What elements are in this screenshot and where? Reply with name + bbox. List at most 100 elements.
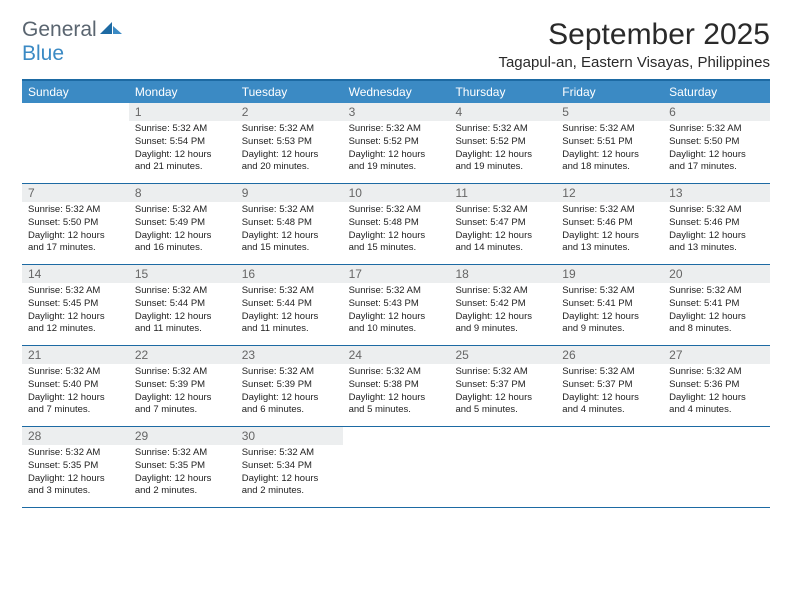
day-cell: 12Sunrise: 5:32 AMSunset: 5:46 PMDayligh… — [556, 184, 663, 264]
day-header-sunday: Sunday — [22, 81, 129, 103]
sunset-text: Sunset: 5:44 PM — [242, 298, 337, 311]
day-info: Sunrise: 5:32 AMSunset: 5:51 PMDaylight:… — [556, 121, 663, 180]
sunset-text: Sunset: 5:45 PM — [28, 298, 123, 311]
sunrise-text: Sunrise: 5:32 AM — [28, 447, 123, 460]
sunrise-text: Sunrise: 5:32 AM — [242, 447, 337, 460]
day-cell: 8Sunrise: 5:32 AMSunset: 5:49 PMDaylight… — [129, 184, 236, 264]
day-cell: 10Sunrise: 5:32 AMSunset: 5:48 PMDayligh… — [343, 184, 450, 264]
day-header-monday: Monday — [129, 81, 236, 103]
sunset-text: Sunset: 5:39 PM — [242, 379, 337, 392]
sunset-text: Sunset: 5:53 PM — [242, 136, 337, 149]
day-number: 6 — [663, 103, 770, 121]
daylight-text: Daylight: 12 hours and 9 minutes. — [562, 311, 657, 337]
sunrise-text: Sunrise: 5:32 AM — [669, 123, 764, 136]
day-number: 5 — [556, 103, 663, 121]
location: Tagapul-an, Eastern Visayas, Philippines — [498, 54, 770, 71]
day-number: 12 — [556, 184, 663, 202]
day-cell: 16Sunrise: 5:32 AMSunset: 5:44 PMDayligh… — [236, 265, 343, 345]
logo-text: General Blue — [22, 18, 122, 66]
sunrise-text: Sunrise: 5:32 AM — [349, 366, 444, 379]
daylight-text: Daylight: 12 hours and 4 minutes. — [562, 392, 657, 418]
daylight-text: Daylight: 12 hours and 7 minutes. — [28, 392, 123, 418]
day-cell: 6Sunrise: 5:32 AMSunset: 5:50 PMDaylight… — [663, 103, 770, 183]
sunrise-text: Sunrise: 5:32 AM — [669, 285, 764, 298]
sunset-text: Sunset: 5:50 PM — [669, 136, 764, 149]
sunrise-text: Sunrise: 5:32 AM — [455, 366, 550, 379]
daylight-text: Daylight: 12 hours and 16 minutes. — [135, 230, 230, 256]
sunrise-text: Sunrise: 5:32 AM — [455, 204, 550, 217]
day-number: 8 — [129, 184, 236, 202]
sunrise-text: Sunrise: 5:32 AM — [455, 123, 550, 136]
day-info: Sunrise: 5:32 AMSunset: 5:37 PMDaylight:… — [449, 364, 556, 423]
daylight-text: Daylight: 12 hours and 2 minutes. — [242, 473, 337, 499]
sunset-text: Sunset: 5:43 PM — [349, 298, 444, 311]
day-info: Sunrise: 5:32 AMSunset: 5:41 PMDaylight:… — [663, 283, 770, 342]
day-header-friday: Friday — [556, 81, 663, 103]
day-info: Sunrise: 5:32 AMSunset: 5:52 PMDaylight:… — [343, 121, 450, 180]
daylight-text: Daylight: 12 hours and 13 minutes. — [669, 230, 764, 256]
sunset-text: Sunset: 5:48 PM — [349, 217, 444, 230]
day-cell — [343, 427, 450, 507]
day-info: Sunrise: 5:32 AMSunset: 5:42 PMDaylight:… — [449, 283, 556, 342]
day-cell: 19Sunrise: 5:32 AMSunset: 5:41 PMDayligh… — [556, 265, 663, 345]
sunrise-text: Sunrise: 5:32 AM — [562, 366, 657, 379]
sunrise-text: Sunrise: 5:32 AM — [242, 366, 337, 379]
day-number: 17 — [343, 265, 450, 283]
day-info: Sunrise: 5:32 AMSunset: 5:39 PMDaylight:… — [129, 364, 236, 423]
day-header-saturday: Saturday — [663, 81, 770, 103]
day-cell: 14Sunrise: 5:32 AMSunset: 5:45 PMDayligh… — [22, 265, 129, 345]
title-block: September 2025 Tagapul-an, Eastern Visay… — [498, 18, 770, 71]
sunset-text: Sunset: 5:37 PM — [562, 379, 657, 392]
daylight-text: Daylight: 12 hours and 4 minutes. — [669, 392, 764, 418]
sunset-text: Sunset: 5:46 PM — [669, 217, 764, 230]
day-info: Sunrise: 5:32 AMSunset: 5:49 PMDaylight:… — [129, 202, 236, 261]
day-header-wednesday: Wednesday — [343, 81, 450, 103]
day-cell: 9Sunrise: 5:32 AMSunset: 5:48 PMDaylight… — [236, 184, 343, 264]
sunrise-text: Sunrise: 5:32 AM — [28, 285, 123, 298]
day-number: 7 — [22, 184, 129, 202]
logo-word2: Blue — [22, 42, 64, 65]
sunset-text: Sunset: 5:41 PM — [669, 298, 764, 311]
day-cell — [449, 427, 556, 507]
sunset-text: Sunset: 5:40 PM — [28, 379, 123, 392]
logo-word1: General — [22, 18, 97, 41]
sunset-text: Sunset: 5:42 PM — [455, 298, 550, 311]
sunrise-text: Sunrise: 5:32 AM — [349, 123, 444, 136]
sunrise-text: Sunrise: 5:32 AM — [28, 366, 123, 379]
day-cell: 28Sunrise: 5:32 AMSunset: 5:35 PMDayligh… — [22, 427, 129, 507]
sunrise-text: Sunrise: 5:32 AM — [349, 285, 444, 298]
daylight-text: Daylight: 12 hours and 5 minutes. — [349, 392, 444, 418]
sunset-text: Sunset: 5:34 PM — [242, 460, 337, 473]
day-cell — [22, 103, 129, 183]
day-cell: 11Sunrise: 5:32 AMSunset: 5:47 PMDayligh… — [449, 184, 556, 264]
day-cell: 24Sunrise: 5:32 AMSunset: 5:38 PMDayligh… — [343, 346, 450, 426]
day-number: 26 — [556, 346, 663, 364]
day-number: 3 — [343, 103, 450, 121]
daylight-text: Daylight: 12 hours and 3 minutes. — [28, 473, 123, 499]
daylight-text: Daylight: 12 hours and 12 minutes. — [28, 311, 123, 337]
day-header-row: SundayMondayTuesdayWednesdayThursdayFrid… — [22, 81, 770, 103]
sunrise-text: Sunrise: 5:32 AM — [669, 366, 764, 379]
day-number: 23 — [236, 346, 343, 364]
sunrise-text: Sunrise: 5:32 AM — [562, 123, 657, 136]
sunset-text: Sunset: 5:48 PM — [242, 217, 337, 230]
day-number: 27 — [663, 346, 770, 364]
day-number: 19 — [556, 265, 663, 283]
week-row: 28Sunrise: 5:32 AMSunset: 5:35 PMDayligh… — [22, 427, 770, 508]
day-cell — [663, 427, 770, 507]
weeks-container: 1Sunrise: 5:32 AMSunset: 5:54 PMDaylight… — [22, 103, 770, 508]
logo: General Blue — [22, 18, 122, 66]
day-info: Sunrise: 5:32 AMSunset: 5:46 PMDaylight:… — [556, 202, 663, 261]
sunset-text: Sunset: 5:35 PM — [28, 460, 123, 473]
day-cell: 15Sunrise: 5:32 AMSunset: 5:44 PMDayligh… — [129, 265, 236, 345]
sunrise-text: Sunrise: 5:32 AM — [135, 204, 230, 217]
sunset-text: Sunset: 5:49 PM — [135, 217, 230, 230]
day-info: Sunrise: 5:32 AMSunset: 5:44 PMDaylight:… — [236, 283, 343, 342]
calendar: SundayMondayTuesdayWednesdayThursdayFrid… — [22, 79, 770, 508]
daylight-text: Daylight: 12 hours and 20 minutes. — [242, 149, 337, 175]
day-info: Sunrise: 5:32 AMSunset: 5:35 PMDaylight:… — [22, 445, 129, 504]
sunset-text: Sunset: 5:35 PM — [135, 460, 230, 473]
sunrise-text: Sunrise: 5:32 AM — [135, 447, 230, 460]
week-row: 7Sunrise: 5:32 AMSunset: 5:50 PMDaylight… — [22, 184, 770, 265]
day-cell: 13Sunrise: 5:32 AMSunset: 5:46 PMDayligh… — [663, 184, 770, 264]
